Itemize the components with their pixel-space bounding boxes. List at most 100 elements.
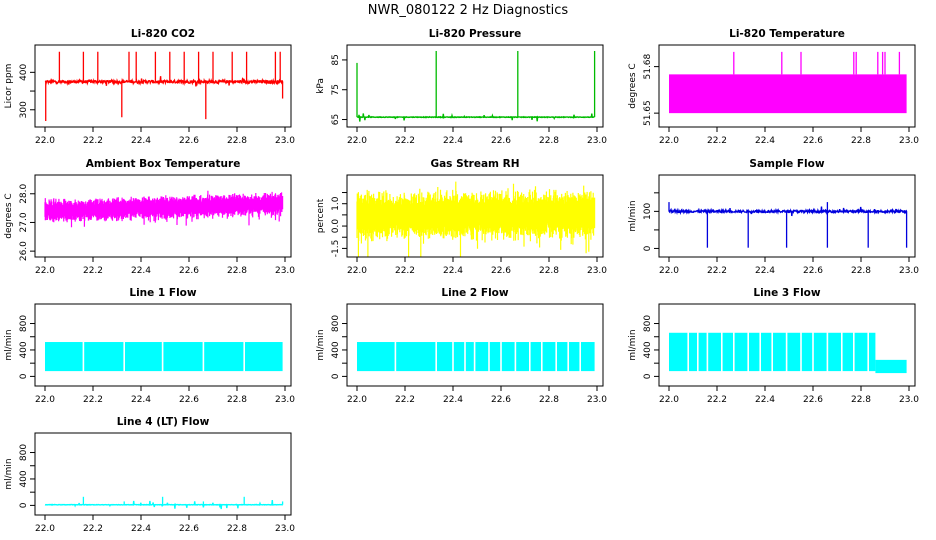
- plot-frame: [34, 432, 292, 516]
- y-tick-label: 0: [19, 373, 29, 379]
- x-tick-label: 22.0: [347, 395, 367, 405]
- x-tick-label: 22.2: [395, 395, 415, 405]
- x-tick-label: 22.2: [707, 395, 727, 405]
- y-tick-label: 400: [331, 341, 341, 358]
- series-noise: [356, 181, 596, 257]
- x-tick-label: 23.0: [275, 136, 295, 146]
- x-tick-label: 22.0: [35, 266, 55, 276]
- chart-title: Sample Flow: [749, 158, 824, 170]
- y-tick-label: 800: [643, 315, 653, 332]
- x-tick-label: 22.6: [491, 266, 511, 276]
- y-tick-label: 400: [19, 470, 29, 487]
- chart-title: Li-820 Pressure: [429, 28, 522, 40]
- chart-panel-line2: Line 2 Flow ml/min 22.0 22.2 22.4 22.6 22.8 23.…: [316, 287, 607, 405]
- chart-title: Line 3 Flow: [753, 287, 820, 299]
- y-axis-label: ml/min: [628, 329, 638, 360]
- x-tick-label: 22.2: [395, 266, 415, 276]
- y-tick-label: 800: [331, 315, 341, 332]
- x-tick-label: 23.0: [587, 136, 607, 146]
- x-tick-label: 22.4: [755, 136, 775, 146]
- x-tick-label: 22.8: [539, 395, 559, 405]
- y-tick-label: 800: [19, 315, 29, 332]
- x-tick-label: 22.6: [179, 524, 199, 534]
- x-tick-label: 22.8: [851, 266, 871, 276]
- y-axis-label: Licor ppm: [4, 64, 14, 109]
- x-tick-label: 22.2: [83, 524, 103, 534]
- x-tick-label: 22.8: [539, 136, 559, 146]
- y-tick-label: 400: [19, 63, 29, 80]
- y-tick-label: 51.68: [643, 53, 653, 79]
- x-tick-label: 23.0: [899, 136, 919, 146]
- chart-panel-line1: Line 1 Flow ml/min 22.0 22.2 22.4 22.6 22.8 23.…: [4, 287, 295, 405]
- x-tick-label: 23.0: [899, 395, 919, 405]
- chart-panel-pressure: Li-820 Pressure kPa 22.0 22.2 22.4 22.6 22.8 23…: [316, 28, 607, 146]
- y-tick-label: 28.0: [19, 183, 29, 203]
- x-tick-label: 22.4: [443, 395, 463, 405]
- y-axis-label: kPa: [316, 78, 326, 94]
- chart-title: Gas Stream RH: [430, 158, 519, 170]
- plot-frame: [34, 174, 292, 258]
- chart-title: Ambient Box Temperature: [86, 158, 241, 170]
- y-axis-label: ml/min: [316, 329, 326, 360]
- series-line2: [357, 304, 595, 386]
- y-tick-label: 0: [331, 373, 341, 379]
- plot-frame: [658, 303, 916, 387]
- y-axis-label: degrees C: [4, 193, 14, 238]
- data-segment: [875, 359, 907, 374]
- y-tick-label: 100: [643, 203, 653, 220]
- x-tick-label: 22.4: [755, 266, 775, 276]
- y-tick-label: 51.65: [643, 100, 653, 126]
- x-tick-label: 22.8: [851, 136, 871, 146]
- x-tick-label: 22.0: [659, 266, 679, 276]
- series-line: [356, 112, 595, 122]
- data-band: [669, 74, 907, 114]
- data-segment: [45, 342, 283, 372]
- series-line: [44, 499, 283, 510]
- x-tick-label: 22.8: [227, 524, 247, 534]
- x-tick-label: 22.6: [179, 395, 199, 405]
- y-tick-label: 400: [19, 341, 29, 358]
- y-tick-label: 65: [331, 114, 341, 125]
- x-tick-label: 22.6: [803, 136, 823, 146]
- y-axis-label: percent: [316, 198, 326, 233]
- y-tick-label: 400: [643, 341, 653, 358]
- x-tick-label: 22.8: [539, 266, 559, 276]
- y-axis-label: degrees C: [628, 63, 638, 108]
- chart-panel-temperature: Li-820 Temperature degrees C 22.0 22.2 22.4 2…: [628, 28, 919, 146]
- x-tick-label: 22.4: [755, 395, 775, 405]
- y-axis-label: ml/min: [4, 458, 14, 489]
- y-tick-label: 0: [643, 245, 653, 251]
- y-tick-label: 85: [331, 54, 341, 65]
- x-tick-label: 22.2: [707, 136, 727, 146]
- y-tick-label: 26.0: [19, 241, 29, 261]
- y-tick-label: 27.0: [19, 212, 29, 232]
- plot-frame: [34, 44, 292, 128]
- x-tick-label: 22.0: [347, 266, 367, 276]
- series-noise: [44, 190, 284, 228]
- plot-frame: [346, 303, 604, 387]
- y-axis-label: ml/min: [628, 200, 638, 231]
- plot-frame: [346, 174, 604, 258]
- y-tick-label: 0: [19, 502, 29, 508]
- series-line3: [669, 304, 907, 386]
- x-tick-label: 22.4: [443, 266, 463, 276]
- x-tick-label: 23.0: [587, 395, 607, 405]
- x-tick-label: 22.0: [347, 136, 367, 146]
- x-tick-label: 23.0: [587, 266, 607, 276]
- series-line: [44, 76, 284, 87]
- chart-title: Li-820 Temperature: [729, 28, 845, 40]
- x-tick-label: 22.6: [803, 266, 823, 276]
- x-tick-label: 22.8: [227, 136, 247, 146]
- x-tick-label: 22.2: [83, 395, 103, 405]
- x-tick-label: 23.0: [899, 266, 919, 276]
- chart-panel-co2: Li-820 CO2 Licor ppm 22.0 22.2 22.4 22.6 22.8 2…: [4, 28, 295, 146]
- x-tick-label: 22.4: [443, 136, 463, 146]
- plot-frame: [658, 44, 916, 128]
- series-line: [668, 206, 908, 217]
- x-tick-label: 22.8: [227, 266, 247, 276]
- x-tick-label: 22.8: [227, 395, 247, 405]
- x-tick-label: 22.0: [659, 395, 679, 405]
- chart-title: Line 2 Flow: [441, 287, 508, 299]
- y-tick-label: 800: [19, 444, 29, 461]
